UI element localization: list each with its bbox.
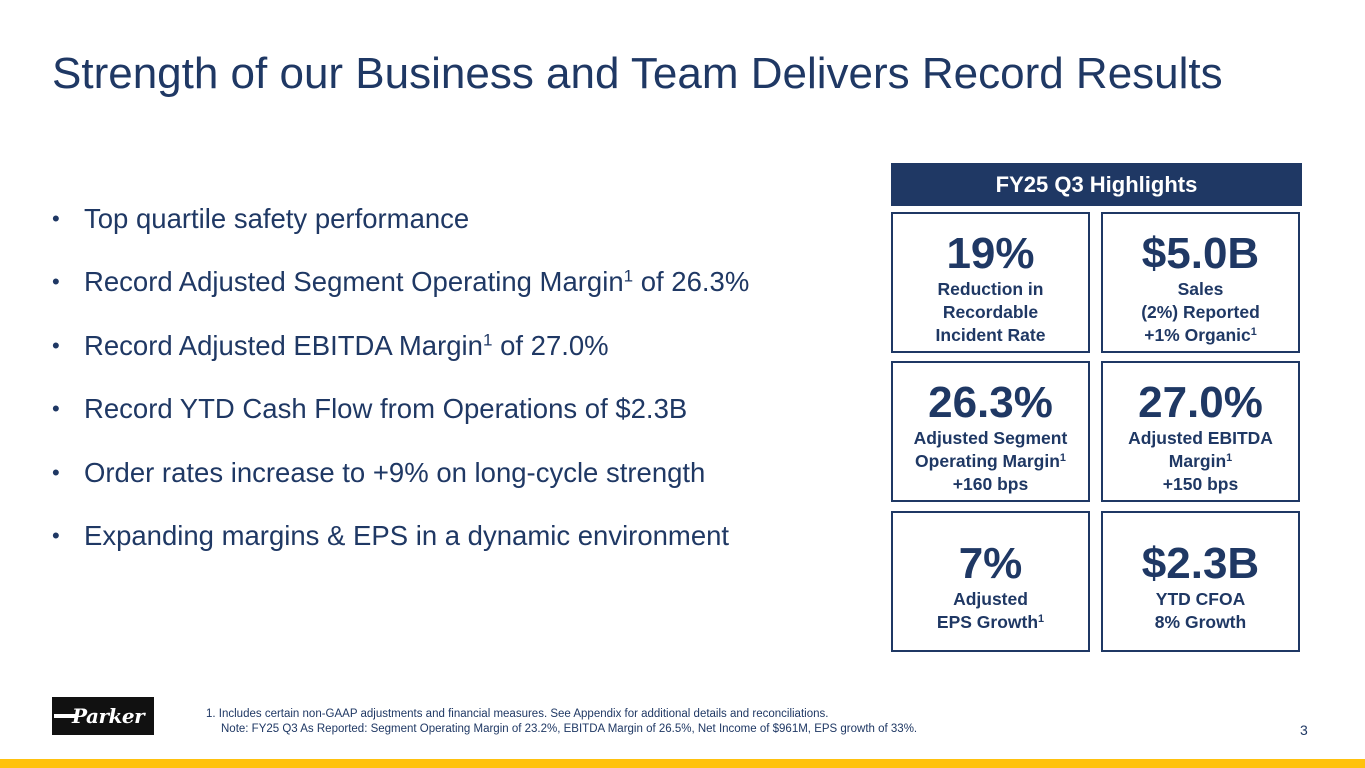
- highlight-card-segment-margin: 26.3% Adjusted Segment Operating Margin1…: [891, 361, 1090, 502]
- highlight-card-sales: $5.0B Sales (2%) Reported +1% Organic1: [1101, 212, 1300, 353]
- bullet-item: • Record Adjusted EBITDA Margin1 of 27.0%: [52, 325, 852, 366]
- highlight-line: (2%) Reported: [1141, 302, 1260, 322]
- bullet-dot: •: [52, 206, 60, 231]
- highlight-line: +150 bps: [1162, 474, 1239, 494]
- bullet-item: • Record YTD Cash Flow from Operations of…: [52, 388, 852, 429]
- highlight-line: Adjusted EBITDA: [1128, 428, 1273, 448]
- footnote-marker: 1: [623, 267, 634, 287]
- bullet-dot: •: [52, 269, 60, 295]
- logo-wordmark: Parker: [72, 704, 145, 728]
- highlight-description: YTD CFOA 8% Growth: [1103, 588, 1298, 634]
- bullet-text-tail: of 26.3%: [633, 266, 750, 298]
- footer-accent-bar: [0, 759, 1365, 768]
- slide-title: Strength of our Business and Team Delive…: [52, 49, 1223, 98]
- highlight-card-ebitda-margin: 27.0% Adjusted EBITDA Margin1 +150 bps: [1101, 361, 1300, 502]
- bullet-dot: •: [52, 459, 60, 485]
- highlight-value: 19%: [946, 229, 1035, 278]
- highlight-line: +1% Organic1: [1103, 324, 1298, 347]
- bullet-dot: •: [52, 522, 60, 548]
- highlight-description: Adjusted Segment Operating Margin1 +160 …: [893, 427, 1088, 496]
- bullet-text: Order rates increase to +9% on long-cycl…: [84, 456, 706, 488]
- highlights-header: FY25 Q3 Highlights: [891, 163, 1302, 206]
- bullet-item: • Order rates increase to +9% on long-cyc…: [52, 452, 852, 493]
- bullet-text: Expanding margins & EPS in a dynamic env…: [84, 519, 730, 551]
- bullet-item: • Top quartile safety performance: [52, 198, 852, 239]
- footnote-marker: 1: [1226, 452, 1233, 465]
- highlight-line: +160 bps: [952, 474, 1029, 494]
- bullet-text: Record YTD Cash Flow from Operations of …: [84, 393, 688, 425]
- highlight-line: EPS Growth1: [893, 611, 1088, 634]
- highlight-line: Sales: [1177, 279, 1224, 299]
- footnote-line: 1. Includes certain non-GAAP adjustments…: [206, 708, 829, 720]
- highlight-card-eps: 7% Adjusted EPS Growth1: [891, 511, 1090, 652]
- footnote-marker: 1: [482, 330, 493, 350]
- highlight-line: Recordable: [942, 302, 1039, 322]
- footnote-marker: 1: [1038, 613, 1045, 626]
- highlight-value: $2.3B: [1141, 539, 1260, 588]
- bullet-list: • Top quartile safety performance • Record…: [52, 198, 852, 578]
- bullet-text: Record Adjusted Segment Operating Margin: [84, 266, 624, 298]
- highlight-line: Incident Rate: [935, 325, 1046, 345]
- page-number: 3: [1300, 722, 1308, 738]
- bullet-item: • Expanding margins & EPS in a dynamic en…: [52, 515, 852, 556]
- parker-logo: Parker: [52, 697, 154, 735]
- highlight-description: Adjusted EBITDA Margin1 +150 bps: [1103, 427, 1298, 496]
- footnote-marker: 1: [1250, 326, 1257, 339]
- highlight-card-safety: 19% Reduction in Recordable Incident Rat…: [891, 212, 1090, 353]
- highlight-line-text: Operating Margin: [915, 451, 1060, 471]
- highlight-value: 27.0%: [1138, 378, 1263, 427]
- bullet-dot: •: [52, 332, 60, 358]
- highlight-line: Operating Margin1: [893, 450, 1088, 473]
- highlight-line: 8% Growth: [1154, 612, 1247, 632]
- highlight-line: YTD CFOA: [1155, 589, 1246, 609]
- bullet-item: • Record Adjusted Segment Operating Margi…: [52, 261, 852, 302]
- highlight-value: 7%: [958, 539, 1023, 588]
- highlight-description: Reduction in Recordable Incident Rate: [893, 278, 1088, 347]
- highlight-line-text: Margin: [1168, 451, 1227, 471]
- logo-dash: [54, 714, 76, 718]
- bullet-text-tail: of 27.0%: [492, 329, 609, 361]
- highlight-line: Margin1: [1103, 450, 1298, 473]
- highlight-line-text: EPS Growth: [936, 612, 1039, 632]
- footnote: 1. Includes certain non-GAAP adjustments…: [206, 707, 917, 737]
- highlight-value: 26.3%: [928, 378, 1053, 427]
- bullet-text: Record Adjusted EBITDA Margin: [84, 329, 483, 361]
- bullet-text: Top quartile safety performance: [84, 203, 470, 234]
- footnote-marker: 1: [1059, 452, 1066, 465]
- highlight-value: $5.0B: [1141, 229, 1260, 278]
- highlight-line-text: +1% Organic: [1144, 325, 1251, 345]
- highlight-card-cfoa: $2.3B YTD CFOA 8% Growth: [1101, 511, 1300, 652]
- highlight-line: Adjusted: [953, 589, 1028, 609]
- highlight-line: Reduction in: [937, 279, 1044, 299]
- highlight-line: Adjusted Segment: [913, 428, 1068, 448]
- highlight-description: Sales (2%) Reported +1% Organic1: [1103, 278, 1298, 347]
- highlight-description: Adjusted EPS Growth1: [893, 588, 1088, 634]
- footnote-note: Note: FY25 Q3 As Reported: Segment Opera…: [221, 723, 918, 735]
- bullet-dot: •: [52, 396, 60, 422]
